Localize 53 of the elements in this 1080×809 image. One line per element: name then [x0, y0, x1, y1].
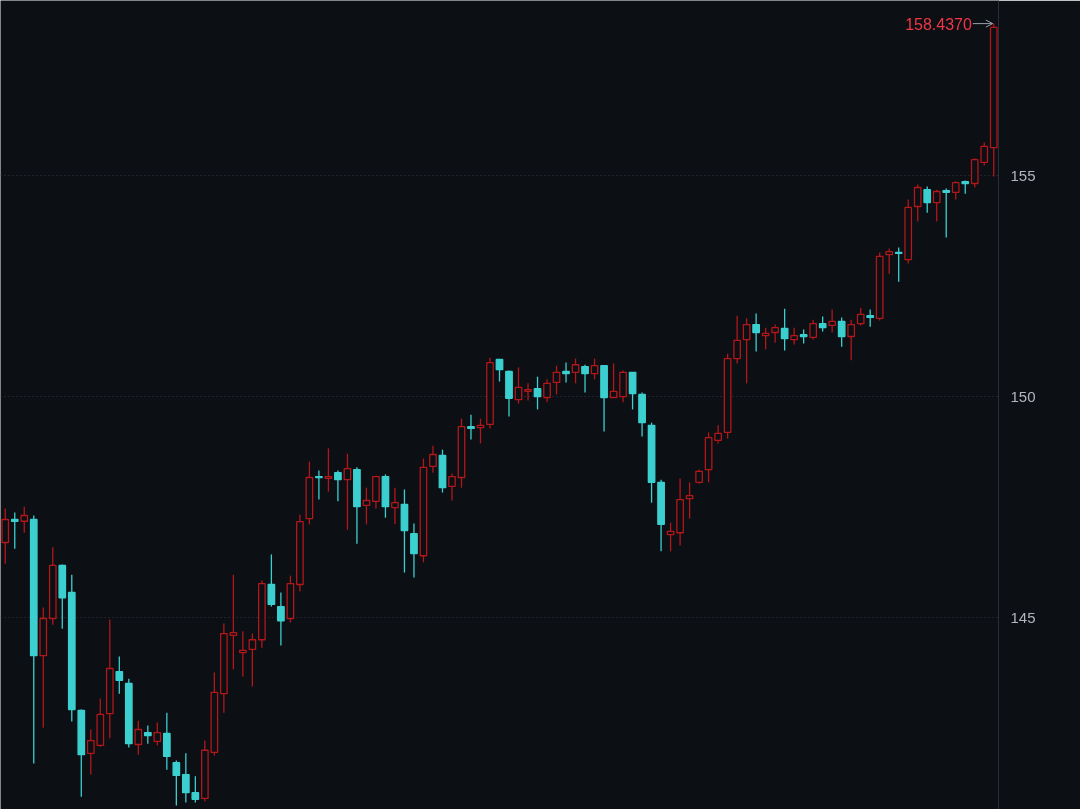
y-tick-label: 155	[1010, 166, 1036, 184]
candlestick	[571, 357, 580, 384]
candlestick	[115, 655, 124, 695]
candlestick	[324, 447, 333, 493]
candlestick	[238, 630, 247, 678]
candlestick	[267, 553, 276, 608]
candlestick	[467, 414, 475, 441]
candlestick	[533, 376, 542, 411]
y-tick-label: 145	[1010, 608, 1036, 626]
candlestick	[181, 752, 190, 804]
candlestick	[581, 364, 589, 394]
candlestick	[780, 307, 789, 352]
candlestick	[837, 316, 846, 348]
candlestick	[771, 323, 780, 344]
candlestick	[828, 308, 837, 334]
annotation: 158.4370	[905, 15, 972, 33]
candlestick	[742, 317, 751, 384]
candlestick	[143, 724, 152, 745]
candlestick	[932, 189, 941, 223]
candlestick	[942, 187, 951, 239]
candlestick	[733, 315, 741, 365]
candlestick	[134, 719, 143, 756]
y-tick-label: 150	[1010, 387, 1036, 405]
candlestick	[562, 361, 570, 384]
candlestick	[315, 469, 323, 501]
candlestick	[10, 511, 19, 550]
candlestick	[885, 247, 894, 275]
candlestick	[524, 382, 532, 402]
candlestick	[334, 469, 342, 503]
candlestick	[590, 357, 599, 381]
candlestick	[162, 712, 171, 771]
candlestick	[20, 506, 29, 534]
candlestick	[362, 487, 371, 526]
candlestick	[448, 472, 456, 502]
candlestick	[410, 522, 418, 579]
candlestick	[429, 445, 437, 474]
candlestick	[790, 326, 799, 346]
candlestick	[923, 185, 932, 214]
candlestick	[543, 378, 551, 403]
candlestick	[809, 319, 818, 341]
candlestick	[172, 759, 181, 807]
candlestick	[761, 326, 770, 350]
candlestick	[951, 180, 960, 201]
candlestick	[191, 775, 200, 804]
candlestick	[752, 312, 761, 353]
candlestick	[714, 424, 722, 445]
candlestick	[894, 246, 903, 283]
candlestick	[153, 721, 162, 747]
candlestick	[277, 591, 285, 647]
candlestick	[847, 319, 856, 361]
candlestick	[913, 183, 922, 223]
candlestick	[391, 487, 399, 526]
candlestick	[248, 632, 257, 688]
